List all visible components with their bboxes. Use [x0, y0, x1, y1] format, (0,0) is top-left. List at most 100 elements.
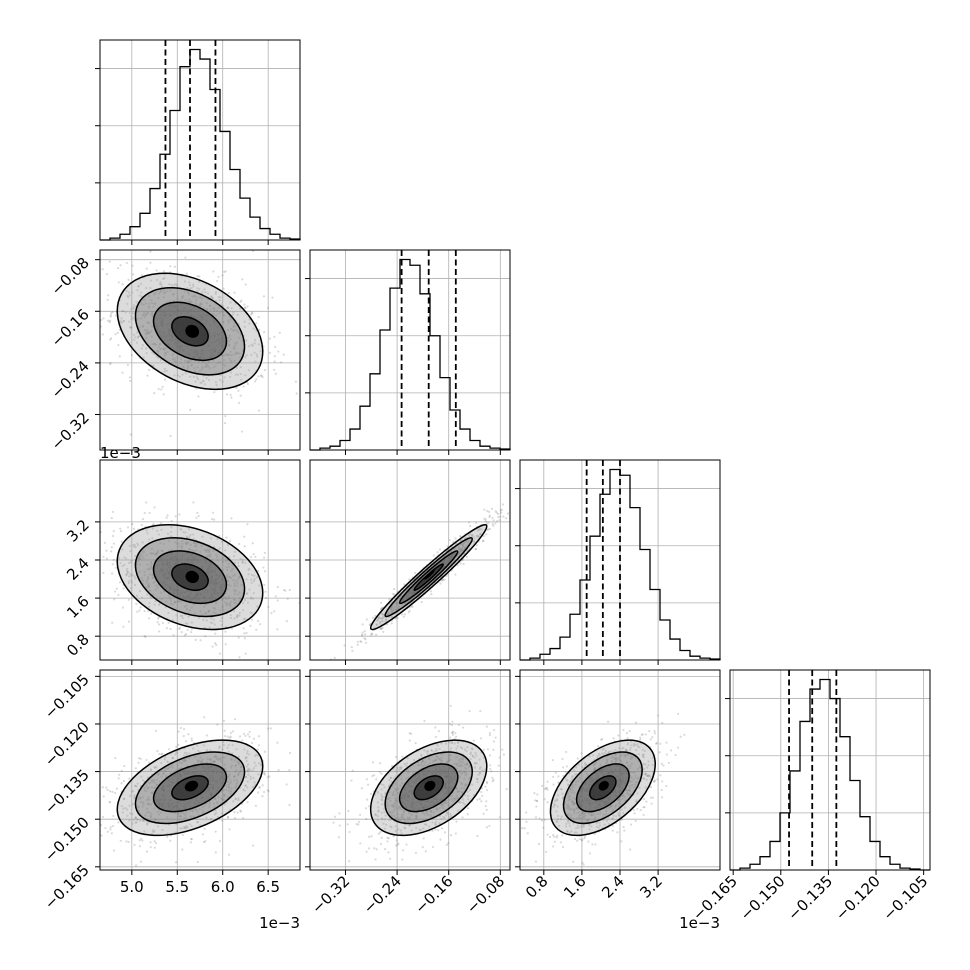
scatter-point	[182, 760, 186, 763]
scatter-point	[196, 511, 199, 514]
scatter-point	[450, 741, 454, 744]
scatter-point	[491, 780, 494, 783]
scatter-point	[400, 777, 403, 781]
scatter-point	[430, 750, 433, 753]
scatter-point	[424, 761, 427, 764]
scatter-point	[445, 760, 449, 763]
scatter-point	[460, 783, 463, 786]
contour-line	[398, 763, 459, 813]
scatter-point	[462, 726, 465, 729]
scatter-point	[488, 824, 491, 828]
scatter-point	[249, 777, 252, 780]
scatter-point	[95, 821, 97, 823]
scatter-point	[126, 526, 130, 529]
scatter-point	[266, 776, 269, 779]
scatter-point	[478, 767, 482, 770]
scatter-point	[254, 380, 257, 383]
scatter-point	[193, 541, 196, 545]
scatter-point	[169, 434, 172, 438]
scatter-point	[573, 808, 576, 811]
scatter-point	[225, 566, 228, 569]
scatter-point	[184, 813, 187, 816]
scatter-point	[239, 372, 242, 376]
scatter-point	[456, 745, 459, 748]
scatter-point	[223, 803, 226, 806]
scatter-point	[488, 527, 492, 531]
scatter-point	[139, 860, 143, 863]
scatter-point	[145, 267, 148, 270]
scatter-point	[213, 760, 216, 763]
scatter-point	[142, 803, 145, 806]
scatter-point	[390, 804, 393, 807]
scatter-point	[147, 306, 151, 310]
scatter-point	[233, 590, 236, 593]
scatter-point	[104, 826, 107, 830]
scatter-point	[475, 762, 479, 765]
contour-line	[398, 550, 459, 605]
scatter-point	[376, 818, 379, 822]
scatter-point	[191, 809, 194, 813]
scatter-point	[394, 605, 397, 608]
scatter-point	[169, 599, 173, 602]
scatter-point	[411, 605, 414, 608]
scatter-point	[415, 814, 418, 818]
scatter-point	[398, 805, 401, 808]
scatter-point	[448, 538, 451, 542]
scatter-point	[227, 743, 230, 747]
scatter-point	[181, 759, 185, 762]
scatter-point	[497, 512, 500, 516]
scatter-point	[162, 347, 165, 350]
scatter-point	[183, 817, 186, 820]
scatter-point	[272, 368, 276, 371]
scatter-point	[193, 295, 196, 298]
scatter-point	[450, 723, 454, 727]
scatter-point	[346, 823, 349, 826]
scatter-point	[228, 357, 231, 360]
scatter-point	[394, 787, 397, 790]
scatter-point	[241, 739, 244, 742]
scatter-point	[201, 809, 205, 812]
scatter-point	[364, 807, 368, 810]
scatter-point	[146, 807, 149, 811]
scatter-point	[184, 622, 187, 625]
scatter-point	[145, 850, 149, 853]
scatter-point	[484, 804, 487, 808]
scatter-point	[479, 766, 482, 769]
scatter-point	[258, 623, 262, 626]
scatter-point	[146, 576, 150, 579]
scatter-point	[461, 791, 464, 794]
scatter-point	[150, 547, 153, 550]
scatter-point	[385, 613, 388, 616]
scatter-point	[388, 796, 391, 800]
scatter-point	[148, 302, 151, 305]
scatter-point	[176, 751, 179, 754]
scatter-point	[235, 386, 238, 390]
scatter-point	[174, 283, 177, 286]
scatter-point	[164, 352, 168, 355]
scatter-point	[141, 553, 144, 556]
scatter-point	[101, 333, 104, 336]
scatter-point	[181, 833, 184, 837]
scatter-point	[141, 344, 144, 347]
scatter-point	[248, 318, 251, 321]
scatter-point	[300, 367, 302, 369]
scatter-point	[128, 544, 131, 547]
scatter-point	[464, 770, 467, 773]
scatter-point	[136, 542, 139, 545]
scatter-point	[158, 292, 161, 295]
scatter-point	[246, 523, 249, 526]
scatter-point	[468, 764, 471, 767]
scatter-point	[229, 735, 232, 738]
scatter-point	[192, 501, 195, 504]
scatter-point	[233, 617, 236, 620]
scatter-point	[211, 645, 214, 648]
scatter-point	[400, 767, 403, 771]
scatter-point	[244, 561, 247, 564]
scatter-point	[237, 561, 240, 564]
scatter-point	[164, 769, 167, 772]
scatter-point	[131, 264, 134, 267]
scatter-point	[151, 301, 154, 305]
scatter-point	[177, 599, 180, 602]
scatter-point	[187, 365, 190, 368]
scatter-point	[408, 811, 411, 814]
